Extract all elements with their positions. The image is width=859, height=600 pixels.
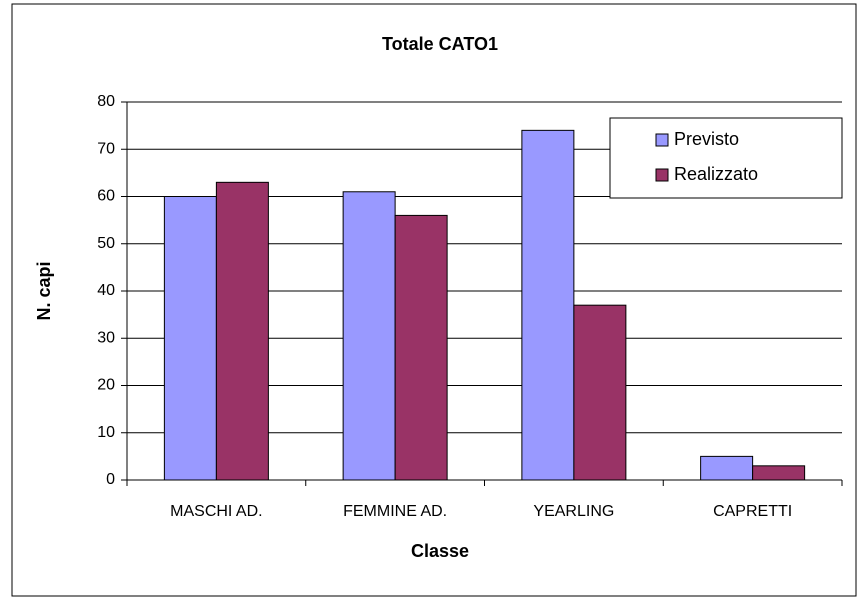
bar xyxy=(394,214,448,481)
bar xyxy=(521,129,575,481)
y-tick-label: 10 xyxy=(97,424,115,441)
legend-label: Realizzato xyxy=(674,164,758,184)
x-tick-label: FEMMINE AD. xyxy=(343,503,447,520)
bar xyxy=(752,465,806,481)
bar xyxy=(163,196,217,481)
x-axis-title: Classe xyxy=(411,541,469,561)
y-tick-label: 60 xyxy=(97,188,115,205)
x-tick-label: YEARLING xyxy=(533,503,614,520)
y-tick-label: 20 xyxy=(97,377,115,394)
y-tick-label: 40 xyxy=(97,282,115,299)
legend-swatch xyxy=(655,133,669,147)
y-tick-label: 80 xyxy=(97,93,115,110)
y-tick-label: 0 xyxy=(106,471,115,488)
x-tick-label: CAPRETTI xyxy=(713,503,792,520)
legend-label: Previsto xyxy=(674,129,739,149)
legend-swatch xyxy=(655,168,669,182)
y-axis-title: N. capi xyxy=(34,261,54,320)
x-tick-label: MASCHI AD. xyxy=(170,503,262,520)
legend-box xyxy=(609,117,843,199)
y-tick-label: 70 xyxy=(97,140,115,157)
bar xyxy=(215,181,269,481)
bar xyxy=(700,455,754,481)
chart-title: Totale CATO1 xyxy=(382,34,498,54)
y-tick-label: 50 xyxy=(97,235,115,252)
bar xyxy=(342,191,396,481)
y-tick-label: 30 xyxy=(97,329,115,346)
bar xyxy=(573,304,627,481)
